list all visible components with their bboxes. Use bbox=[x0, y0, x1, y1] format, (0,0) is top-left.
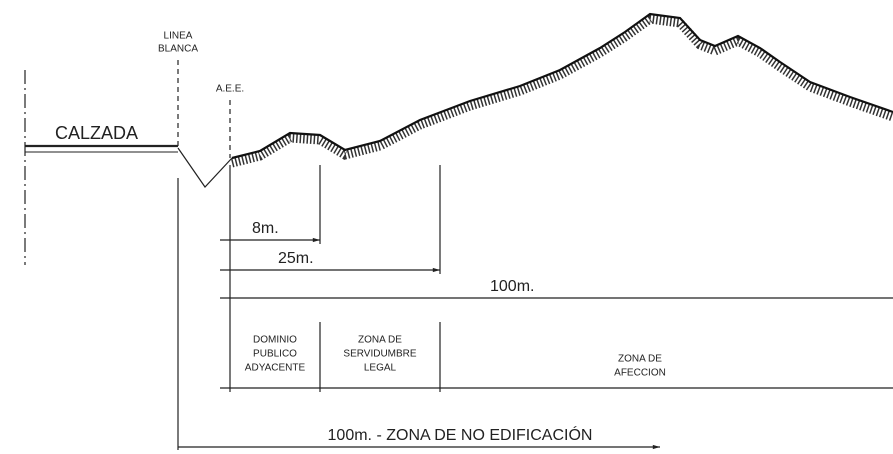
zone-label: ADYACENTE bbox=[245, 363, 306, 374]
zone-label: LEGAL bbox=[364, 363, 397, 374]
zone-label: PUBLICO bbox=[253, 349, 297, 360]
dimension-label: 25m. bbox=[278, 250, 314, 267]
label: CALZADA bbox=[55, 123, 138, 143]
ditch bbox=[177, 147, 233, 188]
zone-label: DOMINIO bbox=[253, 335, 297, 346]
zone-label: ZONA DE bbox=[618, 354, 662, 365]
terrain-hatch bbox=[230, 14, 893, 168]
dimension-label: 100m. bbox=[490, 278, 534, 295]
zone-label: AFECCION bbox=[614, 368, 666, 379]
bottom-label: 100m. - ZONA DE NO EDIFICACIÓN bbox=[328, 425, 593, 444]
terrain bbox=[231, 12, 893, 160]
drawing bbox=[24, 12, 893, 450]
zone-label: ZONA DE bbox=[358, 335, 402, 346]
zone-label: SERVIDUMBRE bbox=[343, 349, 416, 360]
label: BLANCA bbox=[158, 44, 198, 55]
label: A.E.E. bbox=[216, 84, 244, 95]
labels: LINEA BLANCA A.E.E. CALZADA 8m. 25m. 100… bbox=[55, 31, 666, 445]
dimension-label: 8m. bbox=[252, 220, 279, 237]
label: LINEA bbox=[164, 31, 193, 42]
